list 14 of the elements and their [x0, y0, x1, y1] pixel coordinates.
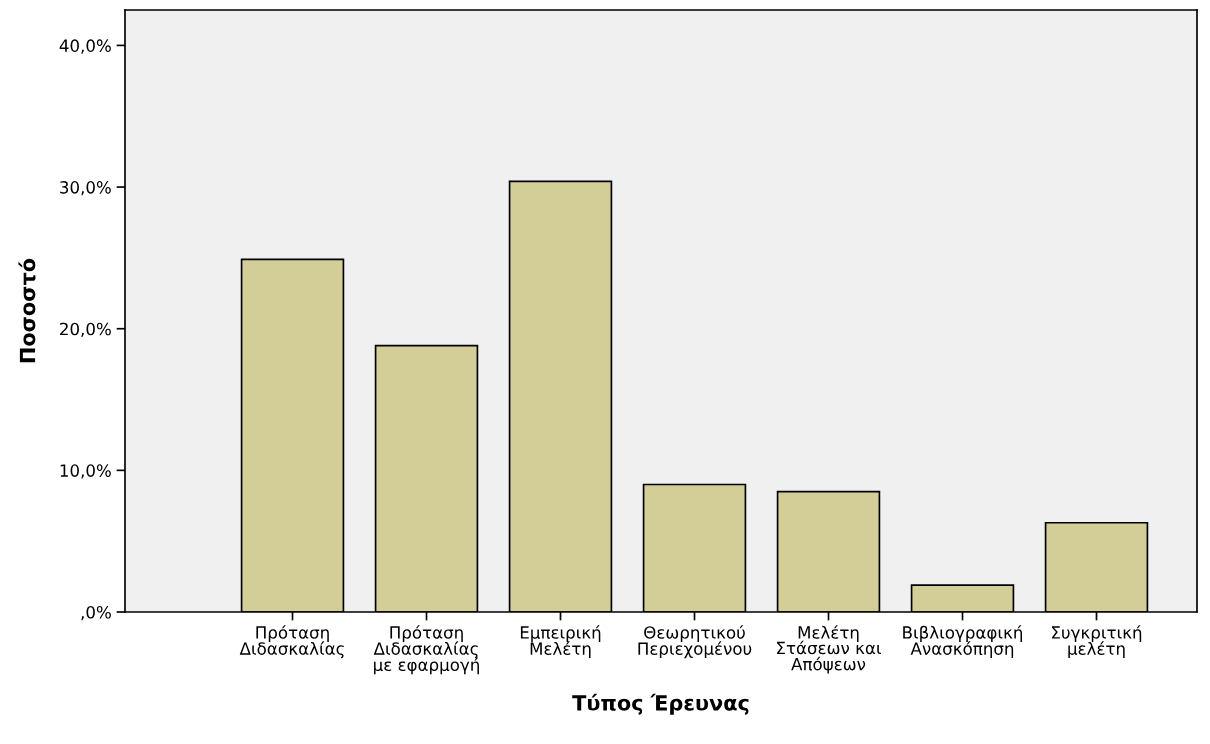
x-tick-label: Πρόταση Διδασκαλίας: [239, 625, 344, 659]
y-tick-label: ,0%: [81, 605, 111, 621]
x-tick-label: Εμπειρική Μελέτη: [520, 625, 601, 659]
x-tick-label: Βιβλιογραφική Ανασκόπηση: [903, 625, 1023, 659]
x-tick-label: Πρόταση Διδασκαλίας με εφαρμογή: [373, 625, 479, 675]
y-axis-title: Ποσοστό: [18, 258, 36, 363]
x-tick-label: Συγκριτική μελέτη: [1052, 625, 1142, 659]
y-tick-label: 20,0%: [60, 322, 111, 337]
x-axis-title: Τύπος Έρευνας: [572, 693, 749, 715]
y-tick-label: 40,0%: [59, 39, 111, 54]
x-tick-label: Θεωρητικού Περιεχομένου: [638, 625, 752, 659]
y-tick-label: 10,0%: [60, 464, 111, 479]
y-tick-label: 30,0%: [60, 181, 111, 196]
x-tick-label: Μελέτη Στάσεων και Απόψεων: [777, 625, 881, 674]
